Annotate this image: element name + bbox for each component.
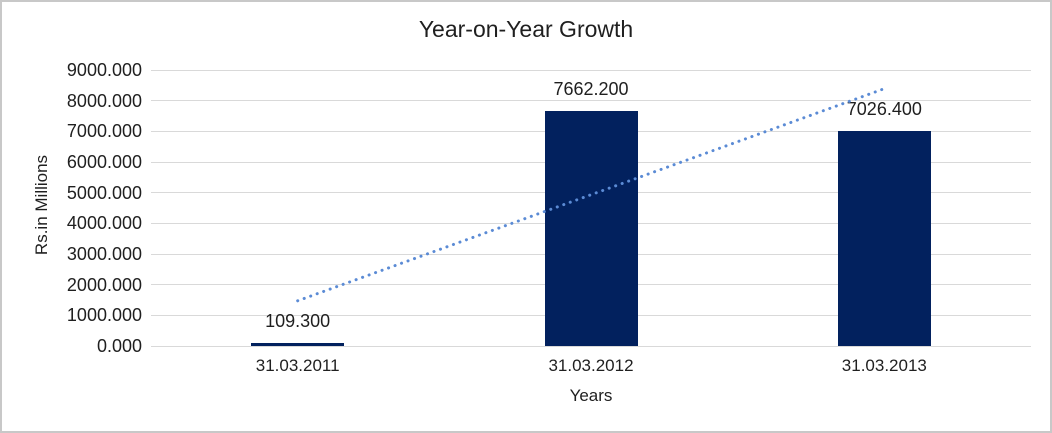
bar-31.03.2012 — [544, 111, 638, 346]
x-axis-title: Years — [569, 386, 613, 405]
gridline — [151, 345, 1031, 347]
y-tick-label: 5000.000 — [66, 182, 142, 203]
y-tick-label: 1000.000 — [66, 305, 142, 326]
data-label: 7026.400 — [846, 98, 922, 119]
x-tick-label: 31.03.2013 — [841, 356, 927, 375]
bar-31.03.2011 — [251, 342, 345, 346]
gridline — [151, 69, 1031, 71]
data-label: 109.300 — [265, 310, 331, 331]
chart-title: Year-on-Year Growth — [418, 16, 634, 42]
data-label: 7662.200 — [553, 79, 629, 100]
y-tick-label: 6000.000 — [66, 152, 142, 172]
x-tick-label: 31.03.2012 — [548, 356, 634, 375]
y-tick-label: 8000.000 — [66, 90, 142, 111]
y-tick-label: 7000.000 — [66, 121, 142, 142]
y-tick-label: 3000.000 — [66, 244, 142, 264]
y-axis-title: Rs.in Millions — [32, 154, 51, 256]
y-tick-label: 0.000 — [96, 336, 142, 356]
y-tick-label: 2000.000 — [66, 274, 142, 295]
bar-31.03.2013 — [837, 130, 931, 346]
y-tick-label: 4000.000 — [66, 213, 142, 234]
x-tick-label: 31.03.2011 — [255, 356, 340, 375]
y-tick-label: 9000.000 — [66, 60, 142, 80]
